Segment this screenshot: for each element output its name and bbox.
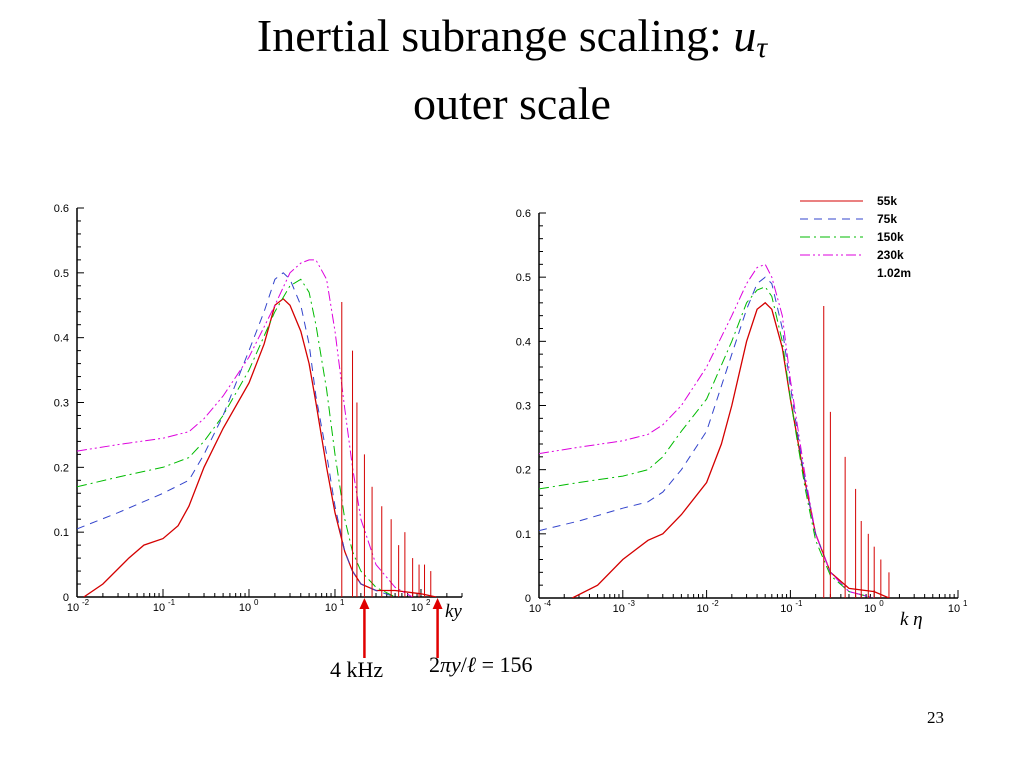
plot-area <box>77 259 437 597</box>
x-tick-exponent: -2 <box>712 599 720 608</box>
x-tick-label: 10 <box>780 603 792 615</box>
label-part: π <box>440 652 452 677</box>
legend-label-150k: 150k <box>877 230 904 244</box>
x-tick-label: 10 <box>864 603 876 615</box>
series-line-230k <box>77 259 413 597</box>
series-line-150k <box>77 278 396 597</box>
title-text: Inertial subrange scaling: <box>256 10 734 61</box>
series-line-230k <box>539 263 875 598</box>
title-symbol-subscript: τ <box>756 31 768 64</box>
y-tick-label: 0.2 <box>516 465 531 477</box>
label-part: ℓ <box>467 652 477 677</box>
y-tick-label: 0 <box>63 592 69 604</box>
y-tick-label: 0.4 <box>516 336 531 348</box>
x-tick-exponent: -3 <box>628 599 636 608</box>
series-line-75k <box>77 272 396 597</box>
series-line-55k <box>572 301 890 598</box>
series-line-55k <box>83 297 437 597</box>
legend-label-75k: 75k <box>877 212 897 226</box>
chart-right: 00.10.20.30.40.50.610 -4 10 -3 10 -2 10 -1 10 0 10… <box>516 194 968 630</box>
label-part: / <box>461 652 468 677</box>
page-number: 23 <box>927 708 944 727</box>
x-tick-exponent: -1 <box>795 599 803 608</box>
y-tick-label: 0.1 <box>516 529 531 541</box>
x-tick-exponent: 0 <box>879 599 884 608</box>
x-tick-label: 10 <box>613 603 625 615</box>
legend-label-1.02m: 1.02m <box>877 266 911 280</box>
x-tick-exponent: 1 <box>340 598 345 607</box>
y-tick-label: 0.3 <box>516 401 531 413</box>
y-tick-label: 0.5 <box>516 272 531 284</box>
slide-title-line2: outer scale <box>413 78 611 129</box>
arrow-156-head <box>432 598 443 609</box>
y-tick-label: 0 <box>525 593 531 605</box>
x-tick-label: 10 <box>239 602 251 614</box>
x-tick-exponent: 2 <box>426 598 431 607</box>
y-tick-label: 0.1 <box>54 527 69 539</box>
legend-label-55k: 55k <box>877 194 897 208</box>
slide-title-line1: Inertial subrange scaling: uτ <box>0 13 1024 63</box>
x-axis-label: ky <box>445 601 462 622</box>
x-tick-exponent: -2 <box>82 598 90 607</box>
x-tick-exponent: 1 <box>963 599 968 608</box>
x-tick-label: 10 <box>696 603 708 615</box>
y-tick-label: 0.6 <box>516 208 531 220</box>
y-tick-label: 0.6 <box>54 203 69 215</box>
y-tick-label: 0.2 <box>54 462 69 474</box>
series-line-150k <box>539 286 875 598</box>
x-tick-label: 10 <box>948 603 960 615</box>
label-part: y <box>449 652 461 677</box>
legend-label-230k: 230k <box>877 248 904 262</box>
annotations: 4 kHz 2πy/ℓ = 156 <box>330 598 533 682</box>
y-tick-label: 0.4 <box>54 333 69 345</box>
y-tick-label: 0.5 <box>54 268 69 280</box>
x-tick-label: 10 <box>529 603 541 615</box>
x-tick-label: 10 <box>325 602 337 614</box>
x-tick-label: 10 <box>67 602 79 614</box>
x-tick-label: 10 <box>153 602 165 614</box>
x-tick-exponent: -1 <box>168 598 176 607</box>
label-part: 2 <box>429 652 440 677</box>
chart-left: 00.10.20.30.40.50.610 -2 10 -1 10 0 10 1 10 2 ky <box>54 203 463 622</box>
series-line-75k <box>539 276 875 598</box>
x-axis-label: k η <box>900 609 923 630</box>
y-tick-label: 0.3 <box>54 398 69 410</box>
title-symbol: u <box>733 10 757 61</box>
x-tick-exponent: 0 <box>254 598 259 607</box>
arrow-4khz-head <box>359 598 370 609</box>
label-part: = 156 <box>476 652 532 677</box>
x-tick-exponent: -4 <box>544 599 552 608</box>
x-tick-label: 10 <box>411 602 423 614</box>
arrow-156-label: 2πy/ℓ = 156 <box>429 652 533 677</box>
arrow-4khz-label: 4 kHz <box>330 657 383 682</box>
plot-area <box>539 263 890 598</box>
